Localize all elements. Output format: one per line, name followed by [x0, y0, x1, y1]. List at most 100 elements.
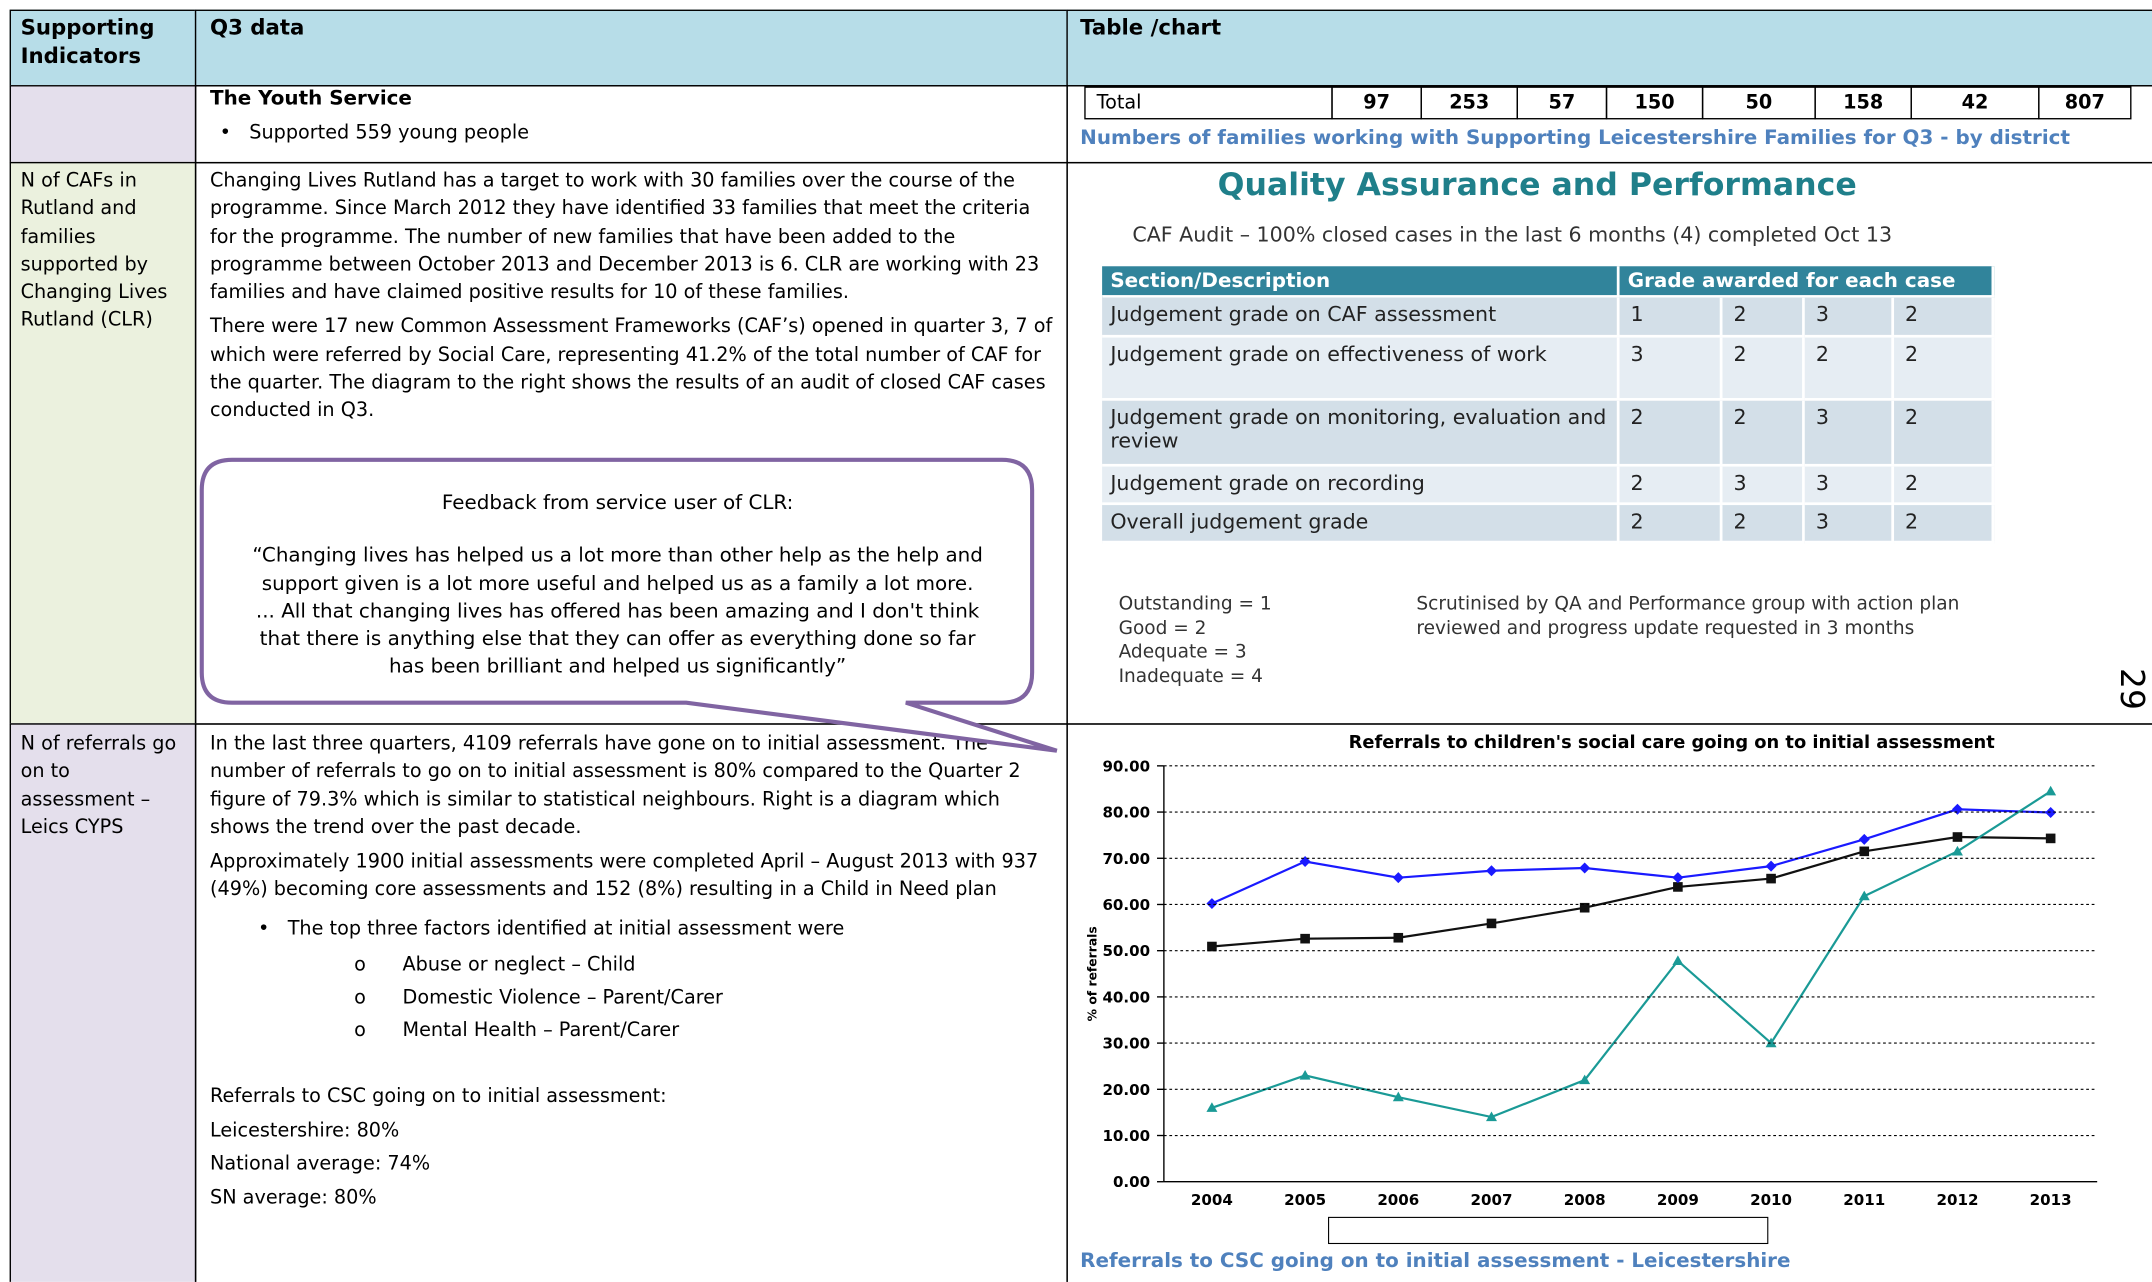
qa-header: Grade awarded for each case	[1619, 266, 1995, 298]
bullet-text: Supported 559 young people	[249, 122, 530, 145]
qa-grade: 3	[1619, 337, 1723, 401]
totals-table: Total 97 253 57 150 50 158 42 807	[1084, 86, 2144, 120]
callout-text: Feedback from service user of CLR: “Chan…	[226, 490, 1008, 678]
paragraph: Approximately 1900 initial assessments w…	[209, 851, 1039, 902]
qa-note: Scrutinised by QA and Performance group …	[1416, 592, 1960, 639]
qa-grade: 2	[1619, 466, 1723, 506]
paragraphs: In the last three quarters, 4109 referra…	[210, 730, 1054, 1215]
qa-grade: 3	[1804, 297, 1895, 338]
qa-grade: 2	[1722, 297, 1805, 338]
bullet: • Supported 559 young people	[219, 122, 530, 145]
x-tick-label: 2007	[1471, 1191, 1513, 1209]
qa-grade: 2	[1894, 400, 1995, 467]
stats: Referrals to CSC going on to initial ass…	[210, 1080, 1054, 1215]
stat: Leicestershire: 80%	[209, 1119, 400, 1142]
qa-grade: 3	[1722, 466, 1805, 506]
qa-label: Judgement grade on recording	[1102, 466, 1620, 506]
y-tick-label: 80.00	[1102, 804, 1150, 822]
qa-table: Section/Description Grade awarded for eac…	[1102, 266, 1995, 544]
header-cell	[9, 9, 197, 87]
qa-grade: 3	[1804, 400, 1895, 467]
y-tick-label: 70.00	[1102, 850, 1150, 868]
x-tick-label: 2009	[1657, 1191, 1699, 1209]
stat: National average: 74%	[209, 1153, 431, 1175]
x-tick-label: 2006	[1377, 1191, 1419, 1209]
qa-grade: 2	[1619, 505, 1723, 544]
indicator-cell	[9, 161, 197, 725]
indicator-text: N of CAFs in Rutland and families suppor…	[20, 170, 168, 332]
sub-bullet: o Mental Health – Parent/Carer	[354, 1019, 680, 1042]
callout-heading: Feedback from service user of CLR:	[441, 492, 794, 515]
legend-item: Adequate = 3	[1118, 640, 1247, 663]
sub-bullet-text: Abuse or neglect – Child	[402, 953, 636, 976]
section-title: The Youth Service	[209, 87, 412, 110]
legend-item: Outstanding = 1	[1118, 592, 1272, 615]
header-text: Table /chart	[1080, 15, 1222, 40]
qa-label: Overall judgement grade	[1102, 505, 1620, 544]
qa-grade: 3	[1804, 466, 1895, 506]
paragraph: There were 17 new Common Assessment Fram…	[209, 316, 1053, 422]
y-tick-label: 10.00	[1102, 1127, 1150, 1145]
paragraphs: Changing Lives Rutland has a target to w…	[210, 167, 1054, 431]
series-line	[1211, 808, 2051, 905]
qa-grade: 2	[1894, 505, 1995, 544]
x-tick-label: 2008	[1564, 1191, 1606, 1209]
qa-grade: 2	[1722, 505, 1805, 544]
qa-legend: Outstanding = 1 Good = 2 Adequate = 3 In…	[1119, 593, 1272, 689]
y-tick-label: 60.00	[1102, 896, 1150, 914]
qa-title: Quality Assurance and Performance	[1217, 167, 1857, 204]
y-axis-label: % of referrals	[1086, 926, 1100, 1021]
qa-grade: 1	[1619, 297, 1723, 338]
indicator-cell	[9, 723, 197, 1282]
x-tick-label: 2012	[1936, 1191, 1978, 1209]
y-tick-label: 40.00	[1102, 988, 1150, 1006]
y-tick-label: 30.00	[1102, 1035, 1150, 1053]
sub-bullet-text: Domestic Violence – Parent/Carer	[402, 986, 723, 1009]
sub-bullet: o Abuse or neglect – Child	[354, 953, 636, 976]
qa-grade: 2	[1722, 400, 1805, 467]
sub-bullets: o Abuse or neglect – Child o Domestic Vi…	[354, 949, 1054, 1048]
legend-box	[1328, 1216, 1769, 1245]
paragraph: Changing Lives Rutland has a target to w…	[209, 170, 1040, 304]
qa-label: Judgement grade on monitoring, evaluatio…	[1102, 400, 1620, 467]
qa-grade: 2	[1722, 337, 1805, 401]
bullet-text: The top three factors identified at init…	[287, 917, 845, 940]
qa-grade: 2	[1804, 337, 1895, 401]
sub-bullet: o Domestic Violence – Parent/Carer	[354, 986, 723, 1009]
caption: Referrals to CSC going on to initial ass…	[1080, 1250, 1791, 1273]
x-tick-label: 2010	[1750, 1191, 1792, 1209]
header-cell	[194, 9, 1068, 87]
series-line	[1211, 790, 2052, 1119]
x-tick-label: 2011	[1843, 1191, 1885, 1209]
qa-subtitle: CAF Audit – 100% closed cases in the las…	[1132, 222, 1893, 248]
y-tick-label: 20.00	[1102, 1081, 1150, 1099]
totals-cell: 807	[2038, 86, 2132, 120]
x-tick-label: 2013	[2030, 1191, 2072, 1209]
y-tick-label: 50.00	[1102, 942, 1150, 960]
callout-quote: “Changing lives has helped us a lot more…	[252, 545, 983, 679]
qa-grade: 2	[1894, 466, 1995, 506]
y-tick-label: 90.00	[1102, 757, 1150, 775]
header-text: Q3 data	[209, 15, 305, 40]
series-line	[1211, 835, 2051, 948]
callout-bubble	[199, 457, 1058, 753]
caption: Numbers of families working with Support…	[1080, 127, 2070, 150]
bullet: • The top three factors identified at in…	[258, 917, 845, 940]
legend-item: Good = 2	[1118, 616, 1207, 639]
header-text: Supporting Indicators	[20, 15, 155, 69]
indicator-text: N of referrals go on to assessment – Lei…	[20, 732, 177, 839]
stat: SN average: 80%	[209, 1186, 377, 1209]
paragraph: In the last three quarters, 4109 referra…	[209, 732, 1021, 839]
qa-grade: 2	[1619, 400, 1723, 467]
sub-bullet-text: Mental Health – Parent/Carer	[402, 1019, 680, 1042]
header-cell	[1066, 9, 2152, 87]
stats-heading: Referrals to CSC going on to initial ass…	[209, 1085, 667, 1108]
x-tick-label: 2004	[1191, 1191, 1233, 1209]
x-tick-label: 2005	[1284, 1191, 1326, 1209]
qa-grade: 3	[1804, 505, 1895, 544]
chart-title: Referrals to children's social care goin…	[1349, 732, 1996, 753]
qa-label: Judgement grade on CAF assessment	[1102, 297, 1620, 338]
